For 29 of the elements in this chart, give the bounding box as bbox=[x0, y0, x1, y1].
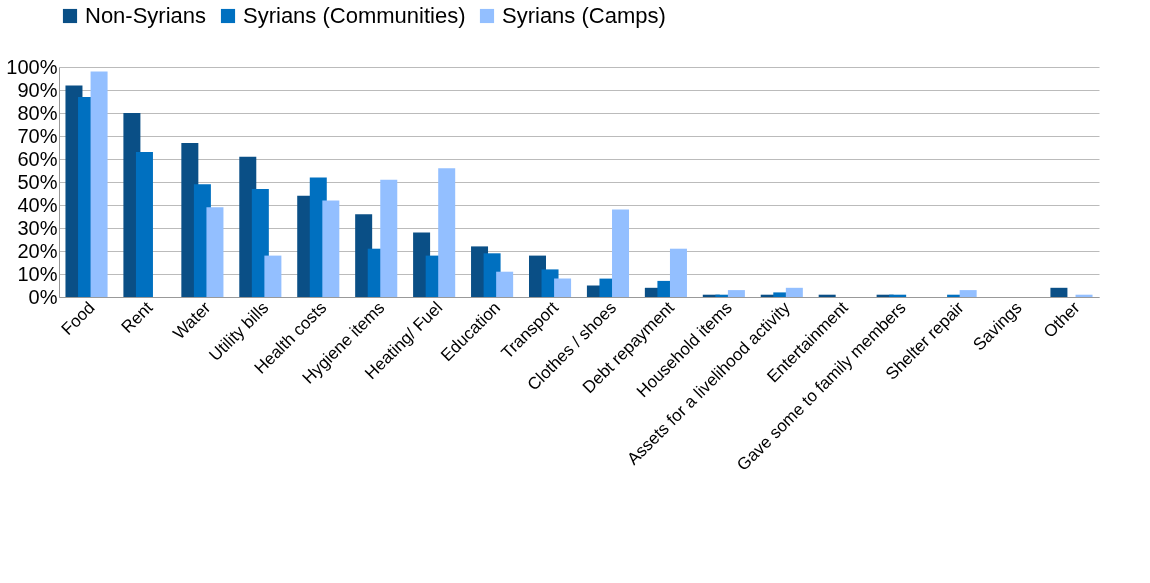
bar bbox=[135, 152, 153, 297]
legend-label: Syrians (Camps) bbox=[502, 3, 666, 28]
y-tick-label: 40% bbox=[17, 193, 58, 216]
bar bbox=[264, 255, 282, 297]
bar bbox=[206, 207, 224, 297]
y-tick-label: 50% bbox=[17, 170, 58, 193]
y-tick-label: 90% bbox=[17, 78, 58, 101]
y-tick-label: 20% bbox=[17, 239, 58, 262]
y-tick-label: 70% bbox=[17, 124, 58, 147]
legend-label: Non-Syrians bbox=[85, 3, 207, 28]
bar bbox=[554, 278, 572, 297]
bar bbox=[959, 290, 977, 297]
y-tick-label: 60% bbox=[17, 147, 58, 170]
bar bbox=[496, 271, 514, 297]
bar bbox=[612, 209, 630, 297]
y-tick-label: 0% bbox=[28, 285, 58, 308]
bar bbox=[669, 248, 687, 297]
bar bbox=[90, 71, 108, 297]
bar bbox=[438, 168, 456, 297]
bar bbox=[380, 179, 398, 297]
y-tick-label: 80% bbox=[17, 101, 58, 124]
bar bbox=[727, 290, 745, 297]
bar bbox=[785, 287, 803, 297]
y-tick-label: 10% bbox=[17, 262, 58, 285]
bar bbox=[322, 200, 340, 297]
bar bbox=[1050, 287, 1068, 297]
y-tick-label: 100% bbox=[6, 55, 58, 78]
y-tick-label: 30% bbox=[17, 216, 58, 239]
legend-label: Syrians (Communities) bbox=[243, 3, 466, 28]
